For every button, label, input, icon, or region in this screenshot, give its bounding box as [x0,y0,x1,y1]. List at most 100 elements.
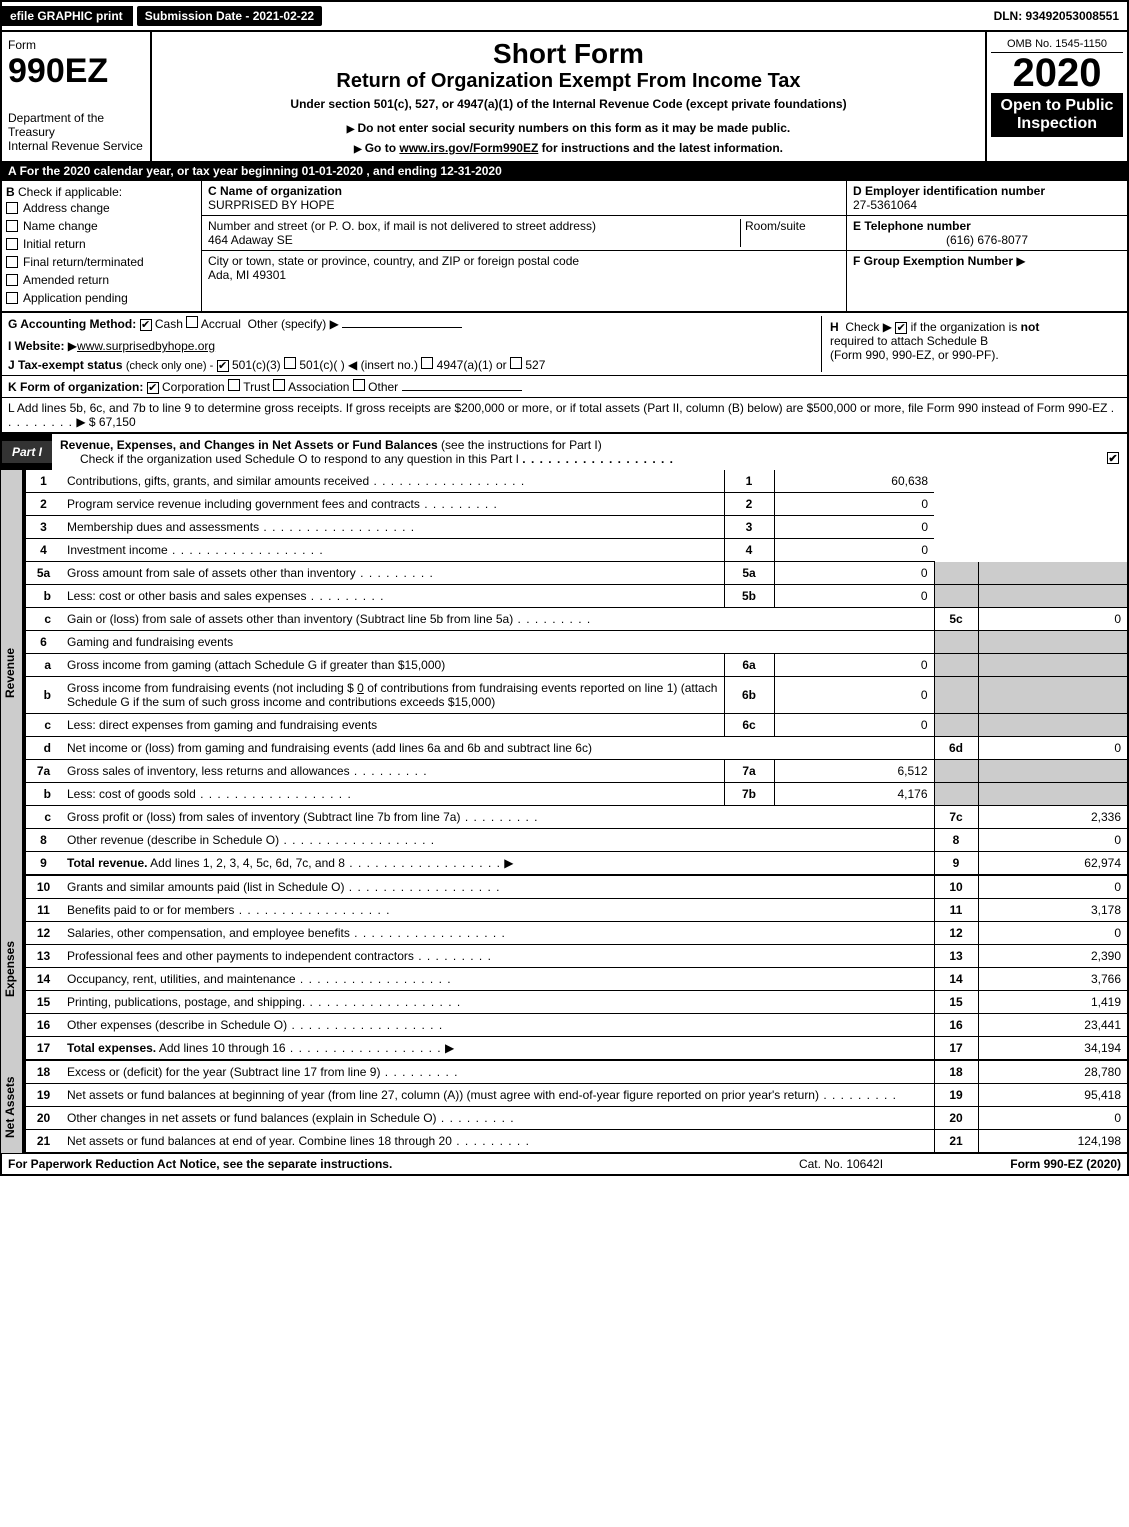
cb-schedule-b[interactable]: ✔ [895,322,907,334]
cb-corporation[interactable]: ✔ [147,382,159,394]
line-13-rn: 13 [934,945,978,968]
net-assets-side-label: Net Assets [0,1061,24,1153]
line-11-text: Benefits paid to or for members [67,903,234,917]
line-12-num: 12 [25,922,61,945]
cb-other-org[interactable] [353,379,365,391]
line-17-value: 34,194 [978,1037,1128,1061]
cb-initial-return[interactable] [6,238,18,250]
line-6c-sv: 0 [774,714,934,737]
cb-501c3[interactable]: ✔ [217,360,229,372]
other-org-label: Other [368,380,398,394]
part1-tag: Part I [2,441,52,463]
4947-label: 4947(a)(1) or [437,358,507,372]
501c3-label: 501(c)(3) [232,358,281,372]
website-link[interactable]: www.surprisedbyhope.org [77,339,215,353]
accrual-label: Accrual [201,317,241,331]
other-method-input[interactable] [342,327,462,328]
section-h: H Check ▶ ✔ if the organization is not r… [821,316,1121,372]
line-7a-sv: 6,512 [774,760,934,783]
line-17-num: 17 [25,1037,61,1061]
line-11-num: 11 [25,899,61,922]
line-8-value: 0 [978,829,1128,852]
part1-note: (see the instructions for Part I) [441,438,602,452]
line-8-text: Other revenue (describe in Schedule O) [67,833,279,847]
line-19-num: 19 [25,1084,61,1107]
phone-label: E Telephone number [853,219,971,233]
line-9-bold: Total revenue. [67,856,147,870]
revenue-table: 1Contributions, gifts, grants, and simil… [24,470,1129,876]
line-6c-text: Less: direct expenses from gaming and fu… [67,718,377,732]
trust-label: Trust [243,380,270,394]
cb-address-change[interactable] [6,202,18,214]
cb-trust[interactable] [228,379,240,391]
tax-exempt-label: J Tax-exempt status [8,358,123,372]
line-20-rn: 20 [934,1107,978,1130]
gross-receipts-value: $ 67,150 [89,415,136,429]
dln-label: DLN: 93492053008551 [986,6,1127,26]
line-6a-sn: 6a [724,654,774,677]
org-name-label: C Name of organization [208,184,342,198]
cb-4947[interactable] [421,357,433,369]
form-pre: Form [1010,1157,1043,1171]
ssn-note: Do not enter social security numbers on … [162,121,975,135]
part1-title: Revenue, Expenses, and Changes in Net As… [60,438,438,452]
line-6b-sv: 0 [774,677,934,714]
line-13-num: 13 [25,945,61,968]
line-12-text: Salaries, other compensation, and employ… [67,926,350,940]
line-6c-num: c [25,714,61,737]
h-not: not [1021,320,1040,334]
line-7c-num: c [25,806,61,829]
grey-cell [978,654,1128,677]
association-label: Association [288,380,349,394]
line-20-value: 0 [978,1107,1128,1130]
cb-cash[interactable]: ✔ [140,319,152,331]
cb-application-pending[interactable] [6,292,18,304]
grey-cell [934,654,978,677]
form-header: Form 990EZ Department of the Treasury In… [0,30,1129,161]
cb-amended-return[interactable] [6,274,18,286]
efile-label[interactable]: efile GRAPHIC print [2,6,133,26]
line-13-value: 2,390 [978,945,1128,968]
open-inspection: Open to Public Inspection [991,93,1123,137]
expenses-table: 10Grants and similar amounts paid (list … [24,876,1129,1061]
cb-527[interactable] [510,357,522,369]
part1-header: Part I Revenue, Expenses, and Changes in… [0,434,1129,470]
line-6d-rn: 6d [934,737,978,760]
cb-accrual[interactable] [186,316,198,328]
line-16-value: 23,441 [978,1014,1128,1037]
other-method-label: Other (specify) [248,317,327,331]
line-5a-text: Gross amount from sale of assets other t… [67,566,356,580]
final-return-label: Final return/terminated [23,255,144,269]
line-21-rn: 21 [934,1130,978,1153]
other-org-input[interactable] [402,390,522,391]
line-4-num: 4 [25,539,61,562]
cb-final-return[interactable] [6,256,18,268]
line-19-text: Net assets or fund balances at beginning… [67,1088,819,1102]
grey-cell [934,760,978,783]
cb-501c[interactable] [284,357,296,369]
line-16-text: Other expenses (describe in Schedule O) [67,1018,287,1032]
line-3-num: 3 [25,516,61,539]
line-7b-num: b [25,783,61,806]
line-21-value: 124,198 [978,1130,1128,1153]
line-15-text: Printing, publications, postage, and shi… [67,995,305,1009]
h-if-org: if the organization is [911,320,1021,334]
cat-no: Cat. No. 10642I [741,1157,941,1171]
line-5b-sv: 0 [774,585,934,608]
cb-name-change[interactable] [6,220,18,232]
website-label: I Website: [8,339,64,353]
line-6b-text1: Gross income from fundraising events (no… [67,681,354,695]
cb-schedule-o[interactable]: ✔ [1107,452,1119,464]
line-5a-sn: 5a [724,562,774,585]
line-10-value: 0 [978,876,1128,899]
line-14-num: 14 [25,968,61,991]
short-form-title: Short Form [162,38,975,70]
form-year: (2020) [1083,1157,1121,1171]
line-6b-num: b [25,677,61,714]
line-6d-num: d [25,737,61,760]
cb-association[interactable] [273,379,285,391]
line-4-rn: 4 [724,539,774,562]
irs-link[interactable]: www.irs.gov/Form990EZ [399,141,538,155]
group-exemption-label: F Group Exemption Number [853,254,1013,268]
line-5c-value: 0 [978,608,1128,631]
